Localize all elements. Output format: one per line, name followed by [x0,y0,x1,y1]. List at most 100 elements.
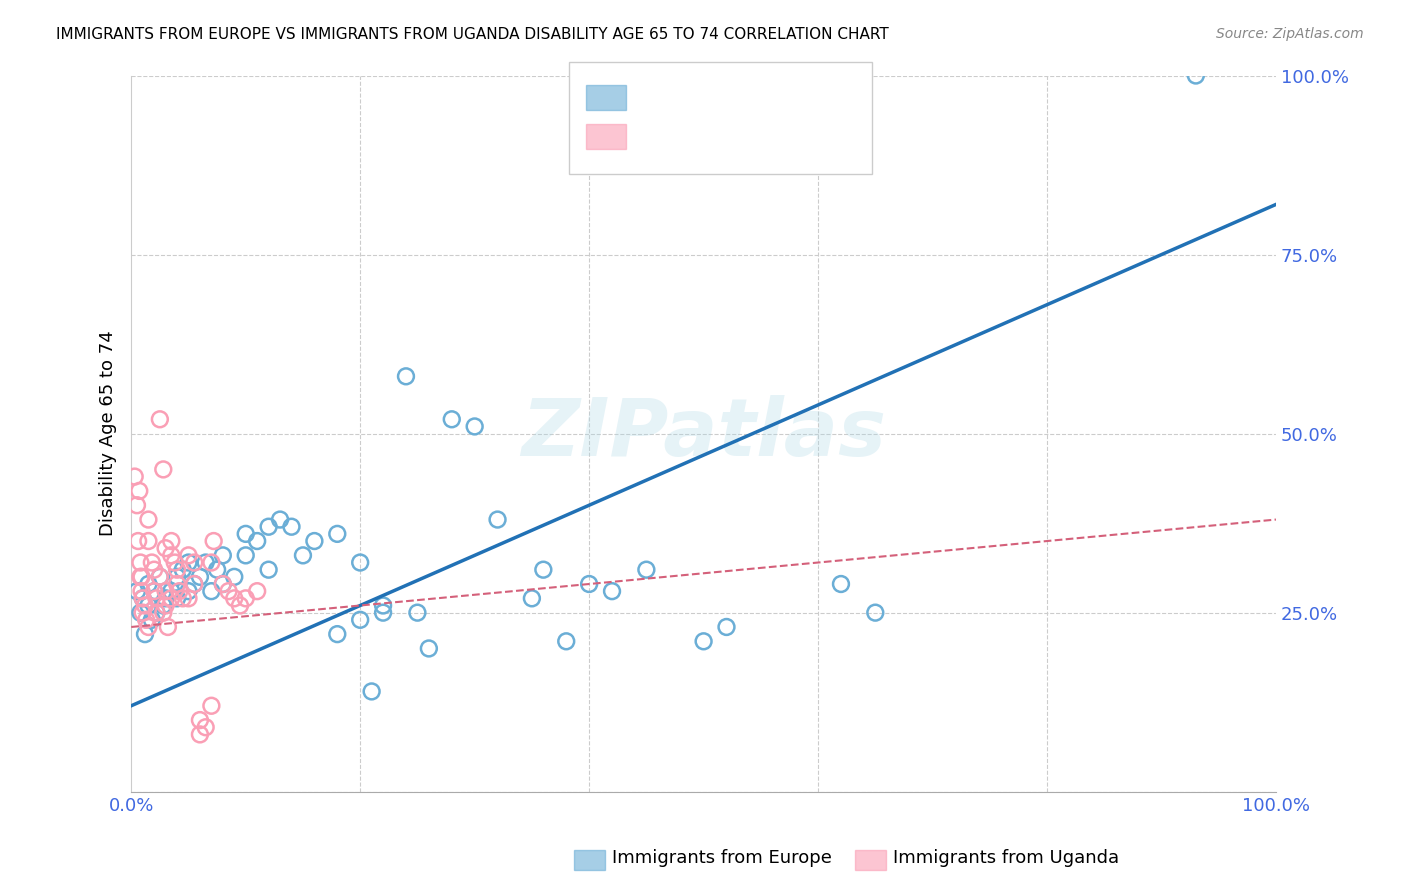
Text: R = 0.679   N = 59: R = 0.679 N = 59 [637,87,821,104]
Point [155,584,177,599]
Point [200,584,222,599]
Point [152,462,174,476]
Point [143,584,166,599]
Point [138,599,160,613]
Point [138,512,160,526]
Text: Immigrants from Europe: Immigrants from Europe [612,849,831,867]
Point [716,620,738,634]
Point [235,549,257,563]
Point [326,527,349,541]
Point [200,556,222,570]
Point [188,713,211,727]
Point [269,512,291,526]
Point [131,591,153,606]
Point [600,584,623,599]
Point [160,584,183,599]
Point [166,563,188,577]
Point [125,498,148,512]
Point [134,599,156,613]
Point [360,684,382,698]
Point [194,720,217,734]
Point [155,591,177,606]
Point [160,549,183,563]
Point [235,527,257,541]
Point [141,613,163,627]
Point [160,534,183,549]
Point [246,534,269,549]
Point [211,549,233,563]
Point [149,570,172,584]
Point [138,534,160,549]
Point [211,577,233,591]
Point [440,412,463,426]
Point [124,469,146,483]
Point [205,563,228,577]
Point [188,727,211,741]
Point [166,577,188,591]
Point [183,556,205,570]
Point [224,591,246,606]
Point [865,606,887,620]
Point [145,606,167,620]
Point [531,563,554,577]
Point [280,519,302,533]
Point [406,606,429,620]
Point [141,556,163,570]
Point [131,591,153,606]
Point [235,591,257,606]
Text: IMMIGRANTS FROM EUROPE VS IMMIGRANTS FROM UGANDA DISABILITY AGE 65 TO 74 CORRELA: IMMIGRANTS FROM EUROPE VS IMMIGRANTS FRO… [56,27,889,42]
Point [371,599,394,613]
Point [166,591,188,606]
Point [183,577,205,591]
Text: R = 0.036   N = 52: R = 0.036 N = 52 [637,126,821,144]
Point [257,519,280,533]
Point [166,570,188,584]
Y-axis label: Disability Age 65 to 74: Disability Age 65 to 74 [100,331,117,536]
Point [155,541,177,556]
Point [177,549,200,563]
Point [177,591,200,606]
Point [349,613,371,627]
Point [211,577,233,591]
Point [183,577,205,591]
Point [152,606,174,620]
Point [134,627,156,641]
Point [418,641,440,656]
Point [202,534,225,549]
Point [486,512,509,526]
Point [129,606,152,620]
Point [520,591,543,606]
Text: ZIPatlas: ZIPatlas [522,394,886,473]
Point [156,620,179,634]
Point [555,634,578,648]
Point [129,556,152,570]
Point [125,584,148,599]
Point [169,584,191,599]
Point [326,627,349,641]
Point [138,577,160,591]
Text: Immigrants from Uganda: Immigrants from Uganda [893,849,1119,867]
Point [149,570,172,584]
Point [291,549,314,563]
Point [194,556,217,570]
Point [395,369,418,384]
Point [155,599,177,613]
Point [224,570,246,584]
Point [172,591,194,606]
Text: Source: ZipAtlas.com: Source: ZipAtlas.com [1216,27,1364,41]
Point [143,584,166,599]
Point [129,570,152,584]
Point [163,556,186,570]
Point [145,591,167,606]
Point [830,577,852,591]
Point [131,584,153,599]
Point [138,620,160,634]
Point [1185,69,1208,83]
Point [188,570,211,584]
Point [131,606,153,620]
Point [349,556,371,570]
Point [218,584,240,599]
Point [304,534,326,549]
Point [229,599,252,613]
Point [177,584,200,599]
